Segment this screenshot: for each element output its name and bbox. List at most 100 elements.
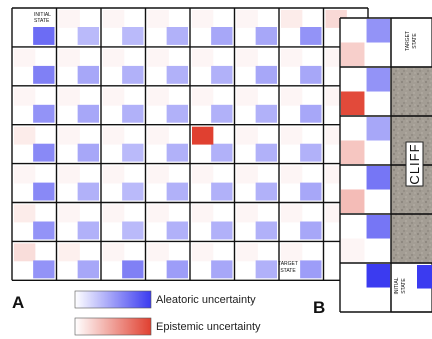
grid-cell: [234, 8, 279, 47]
epistemic-colorbar: [74, 317, 152, 336]
aleatoric-square: [166, 65, 188, 84]
epistemic-square: [192, 48, 214, 67]
grid-cell: [101, 85, 146, 125]
epistemic-square: [103, 87, 125, 106]
grid-cell: [56, 8, 101, 47]
target-state-label-b-2: STATE: [412, 33, 418, 49]
grid-cell: [12, 241, 57, 281]
aleatoric-square: [166, 143, 188, 162]
grid-cell: [101, 124, 146, 164]
aleatoric-legend-label: Aleatoric uncertainty: [156, 294, 256, 306]
grid-cell: [234, 85, 279, 125]
epistemic-square: [14, 87, 36, 106]
grid-cell: [190, 85, 235, 125]
aleatoric-square: [211, 27, 233, 45]
epistemic-square: [192, 243, 214, 262]
epistemic-legend-label: Epistemic uncertainty: [156, 321, 261, 333]
grid-cell: [279, 241, 324, 281]
cliff-label-box: [405, 141, 424, 187]
grid-cell: [190, 163, 235, 203]
aleatoric-square: [122, 221, 144, 240]
aleatoric-colorbar: [74, 290, 152, 309]
grid-cell: [56, 85, 101, 125]
aleatoric-square: [166, 182, 188, 201]
epistemic-square: [14, 165, 36, 184]
epistemic-square: [236, 243, 258, 262]
panel-letter-a: A: [12, 293, 24, 312]
grid-cell: [234, 163, 279, 203]
target-state-cell: [390, 17, 432, 68]
grid-cell: [279, 8, 324, 47]
grid-cell: [12, 163, 57, 203]
cliff-column-cell: [340, 165, 391, 214]
cliff-column-cell: [340, 67, 391, 116]
aleatoric-square: [300, 182, 322, 201]
grid-cell: [101, 163, 146, 203]
aleatoric-square: [300, 143, 322, 162]
aleatoric-square: [255, 143, 277, 162]
aleatoric-square: [255, 182, 277, 201]
aleatoric-square: [166, 221, 188, 240]
epistemic-square: [14, 126, 36, 145]
aleatoric-square: [77, 104, 99, 123]
grid-cell: [101, 241, 146, 281]
epistemic-square: [103, 48, 125, 67]
grid-cell: [101, 46, 146, 86]
aleatoric-square: [77, 182, 99, 201]
grid-cell: [12, 8, 57, 47]
epistemic-square: [147, 48, 169, 67]
epistemic-square: [147, 126, 169, 145]
epistemic-square: [14, 243, 36, 262]
epistemic-square: [341, 140, 365, 164]
aleatoric-square: [77, 143, 99, 162]
epistemic-square: [58, 165, 80, 184]
grid-cell: [145, 8, 190, 47]
epistemic-square: [281, 204, 303, 223]
grid-cell: [190, 202, 235, 242]
aleatoric-square: [33, 104, 55, 123]
aleatoric-square: [211, 65, 233, 84]
grid-cell: [234, 202, 279, 242]
aleatoric-square: [211, 260, 233, 279]
epistemic-square: [236, 48, 258, 67]
aleatoric-square: [255, 260, 277, 279]
epistemic-square: [341, 91, 365, 115]
epistemic-square: [281, 48, 303, 67]
grid-cell: [190, 46, 235, 86]
aleatoric-square: [211, 143, 233, 162]
initial-aleatoric-square: [417, 265, 432, 289]
epistemic-square: [147, 165, 169, 184]
epistemic-square: [58, 48, 80, 67]
grid-cell: [12, 124, 57, 164]
target-state-label-b: TARGET: [405, 31, 411, 51]
epistemic-square: [236, 87, 258, 106]
aleatoric-square: [77, 27, 99, 45]
grid-cell: [145, 241, 190, 281]
epistemic-square: [147, 243, 169, 262]
grid-cell: [234, 241, 279, 281]
aleatoric-square: [122, 65, 144, 84]
initial-state-label-2: STATE: [34, 18, 50, 24]
epistemic-square: [236, 126, 258, 145]
target-state-label: TARGET: [278, 261, 298, 267]
legend: Aleatoric uncertainty Epistemic uncertai…: [74, 290, 261, 336]
grid-cell: [145, 163, 190, 203]
grid-cell: [234, 46, 279, 86]
grid-cell: [190, 124, 235, 164]
aleatoric-square: [166, 260, 188, 279]
grid-cell: [279, 85, 324, 125]
grid-cell: [190, 8, 235, 47]
aleatoric-square: [77, 65, 99, 84]
grid-cell: [234, 124, 279, 164]
epistemic-square: [58, 204, 80, 223]
aleatoric-square: [122, 143, 144, 162]
aleatoric-square: [366, 166, 390, 190]
grid-cell: [279, 163, 324, 203]
initial-state-label: INITIAL: [34, 12, 51, 18]
grid-cell: [279, 202, 324, 242]
epistemic-square: [103, 204, 125, 223]
epistemic-square: [58, 243, 80, 262]
epistemic-square: [281, 10, 303, 28]
cliff-column-cell: [340, 116, 391, 165]
